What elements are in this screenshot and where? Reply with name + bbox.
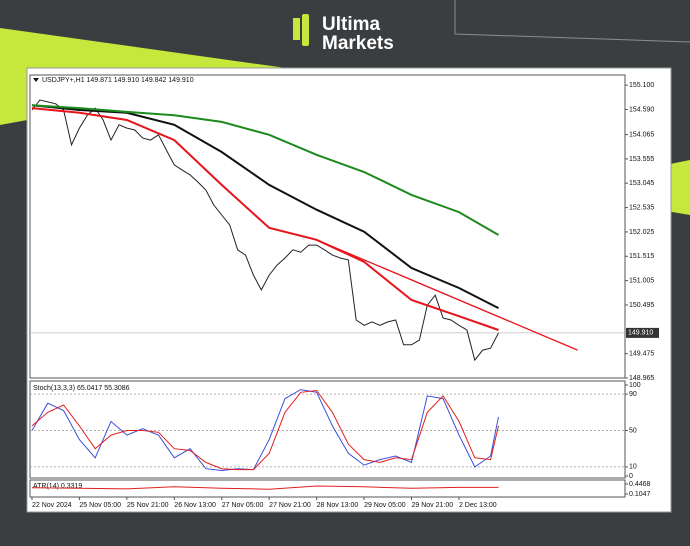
x-tick-label: 27 Nov 05:00 xyxy=(222,502,264,509)
series-line xyxy=(316,239,578,351)
y-tick-label: 148.965 xyxy=(629,375,654,382)
y-tick-label: 90 xyxy=(629,391,637,398)
y-tick-label: 0.1047 xyxy=(629,491,651,498)
series-line xyxy=(31,485,499,490)
menu-arrow xyxy=(33,78,39,82)
x-tick-label: 22 Nov 2024 xyxy=(32,502,72,509)
y-tick-label: 151.515 xyxy=(629,253,654,260)
chart-title: USDJPY+,H1 149.871 149.910 149.842 149.9… xyxy=(42,77,194,84)
y-tick-label: 100 xyxy=(629,382,641,389)
series-line xyxy=(31,104,500,236)
x-tick-label: 29 Nov 05:00 xyxy=(364,502,406,509)
y-tick-label: 10 xyxy=(629,464,637,471)
x-tick-label: 2 Dec 13:00 xyxy=(459,502,497,509)
series-line xyxy=(31,107,499,331)
series-line xyxy=(31,389,499,471)
indicator-title: ATR(14) 0.3319 xyxy=(33,483,82,490)
x-tick-label: 27 Nov 21:00 xyxy=(269,502,311,509)
y-tick-label: 152.025 xyxy=(629,229,654,236)
series-line xyxy=(31,99,499,362)
indicator-title: Stoch(13,3,3) 65.0417 55.3086 xyxy=(33,385,130,392)
price-frame xyxy=(29,74,626,379)
series-line xyxy=(31,389,499,472)
logo-mark xyxy=(293,18,300,40)
decor-line xyxy=(454,0,690,43)
y-tick-label: 151.005 xyxy=(629,277,654,284)
y-tick-label: 153.555 xyxy=(629,156,654,163)
y-tick-label: 0.4468 xyxy=(629,481,651,488)
x-tick-label: 29 Nov 21:00 xyxy=(412,502,454,509)
x-tick-label: 28 Nov 13:00 xyxy=(317,502,359,509)
y-tick-label: 149.475 xyxy=(629,351,654,358)
x-tick-label: 25 Nov 05:00 xyxy=(79,502,121,509)
y-tick-label: 154.065 xyxy=(629,131,654,138)
atr-frame xyxy=(29,479,626,498)
x-tick-label: 26 Nov 13:00 xyxy=(174,502,216,509)
y-tick-label: 0 xyxy=(629,473,633,480)
x-tick-label: 25 Nov 21:00 xyxy=(127,502,169,509)
y-tick-label: 152.535 xyxy=(629,204,654,211)
y-tick-label: 50 xyxy=(629,427,637,434)
logo-mark xyxy=(302,14,309,46)
last-price-box xyxy=(626,327,659,338)
series-line xyxy=(31,104,499,309)
y-tick-label: 155.100 xyxy=(629,82,654,89)
y-tick-label: 153.045 xyxy=(629,180,654,187)
logo-text: Markets xyxy=(322,33,394,54)
stoch-frame xyxy=(29,380,626,479)
logo-text: Ultima xyxy=(322,14,381,35)
y-tick-label: 154.590 xyxy=(629,106,654,113)
y-tick-label: 150.495 xyxy=(629,302,654,309)
chart-panel xyxy=(26,67,672,513)
last-price-label: 149.910 xyxy=(628,330,653,337)
